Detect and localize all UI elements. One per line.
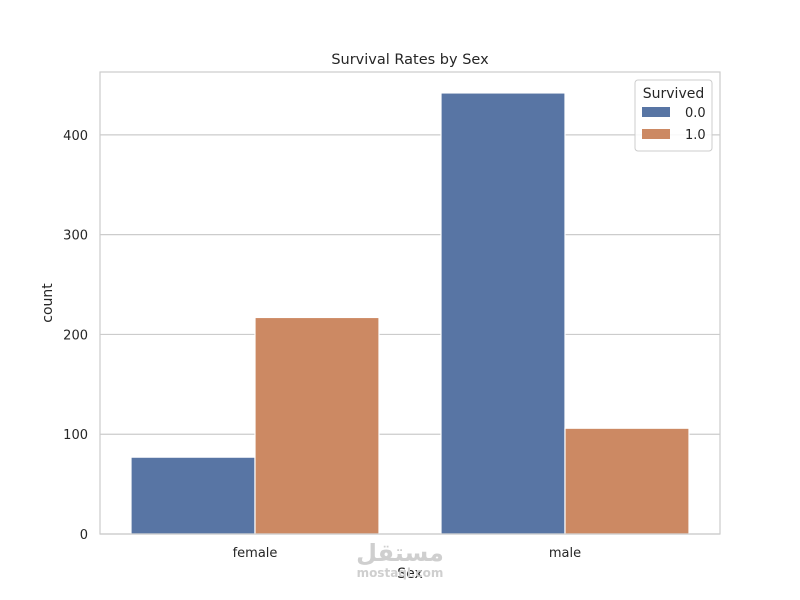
x-tick-labels: female male: [233, 546, 582, 561]
x-axis-label: Sex: [397, 566, 423, 582]
y-tick-label: 0: [80, 528, 88, 543]
bars: [130, 92, 690, 535]
y-tick-label: 200: [63, 328, 88, 343]
legend-label: 1.0: [685, 128, 706, 143]
x-tick-label: female: [233, 546, 278, 561]
legend-label: 0.0: [685, 106, 706, 121]
y-axis-label: count: [40, 283, 56, 323]
legend-swatch: [642, 129, 670, 139]
bar-male-1.0: [564, 427, 690, 535]
chart-title: Survival Rates by Sex: [331, 52, 489, 68]
x-tick-label: male: [549, 546, 581, 561]
y-tick-label: 300: [63, 229, 88, 244]
bar-female-1.0: [254, 316, 380, 535]
legend-swatch: [642, 107, 670, 117]
y-tick-label: 400: [63, 129, 88, 144]
bar-male-0.0: [440, 92, 566, 535]
plot-border: [99, 71, 721, 535]
y-tick-label: 100: [63, 428, 88, 443]
legend-title: Survived: [643, 86, 704, 102]
y-tick-labels: 0 100 200 300 400: [63, 129, 88, 543]
bar-female-0.0: [130, 456, 256, 535]
legend: Survived 0.0 1.0: [634, 79, 713, 152]
